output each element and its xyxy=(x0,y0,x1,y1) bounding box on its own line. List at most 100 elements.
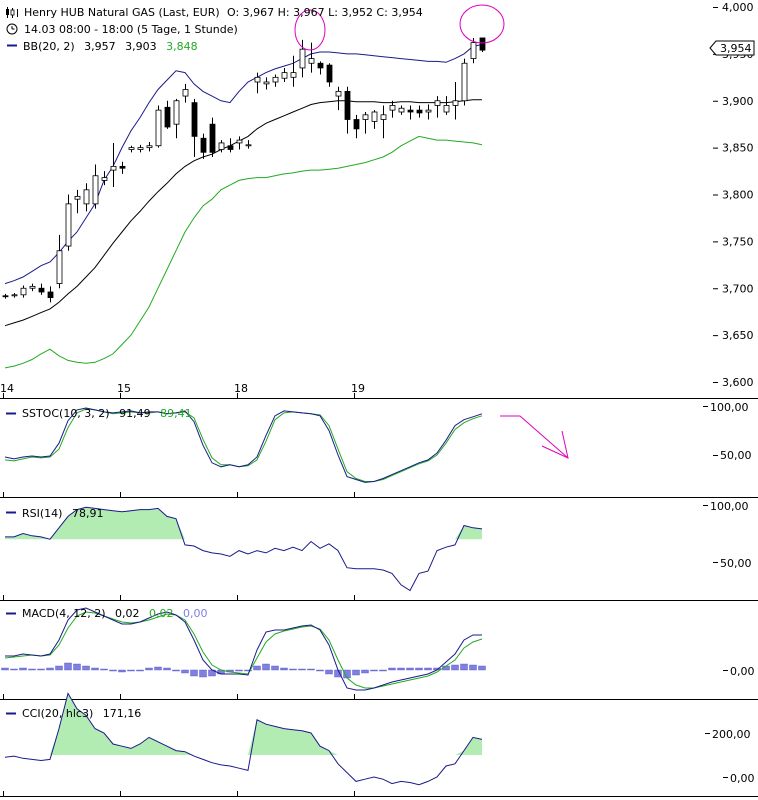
macd-hist-bar xyxy=(154,666,162,671)
price-tick-label: 3,800 xyxy=(722,189,754,202)
cci-tick-200: 200,00 xyxy=(712,728,751,741)
cci-fill xyxy=(5,693,482,755)
candle xyxy=(137,144,144,153)
macd-hist-bar xyxy=(181,669,189,674)
rsi-tick-100: 100,00 xyxy=(710,500,749,513)
bb-label: BB(20, 2) xyxy=(23,40,75,53)
macd-hist-bar xyxy=(163,667,171,671)
candle xyxy=(236,136,243,150)
candlesticks xyxy=(2,37,486,303)
candle xyxy=(11,292,18,298)
candle xyxy=(308,42,315,73)
macd-hist-bar xyxy=(19,667,27,671)
macd-hist-bar xyxy=(100,668,108,671)
macd-hist-bar xyxy=(118,669,126,673)
candle xyxy=(272,74,279,87)
price-tick-label: 3,750 xyxy=(722,235,754,248)
macd-hist-bar xyxy=(298,668,306,671)
macd-hist-bar xyxy=(415,667,423,671)
candle xyxy=(371,110,378,129)
macd-legend: MACD(4, 12, 2) 0,02 0,02 0,00 xyxy=(22,607,208,620)
macd-signal-line xyxy=(4,611,483,689)
macd-hist-bar xyxy=(307,668,315,671)
price-tick-label: 3,900 xyxy=(722,95,754,108)
macd-hist-bar xyxy=(64,662,72,671)
macd-hist-bar xyxy=(244,669,252,672)
macd-hist-bar xyxy=(352,669,360,676)
candle xyxy=(74,189,81,214)
bb-mid-line xyxy=(4,99,482,327)
rsi-value: 78,91 xyxy=(72,507,104,520)
last-price-tag: 3,954 xyxy=(709,40,755,56)
annotation-arrow xyxy=(500,415,569,459)
macd-hist-bar xyxy=(37,668,45,671)
candle xyxy=(146,142,153,152)
cci-line xyxy=(4,692,483,786)
candle xyxy=(398,105,405,115)
cci-tick-0: 0,00 xyxy=(730,772,755,785)
candle xyxy=(254,72,261,94)
macd-hist-bar xyxy=(370,669,378,672)
candle xyxy=(29,283,36,292)
candle xyxy=(2,293,9,299)
macd-hist-bar xyxy=(361,669,369,674)
candle xyxy=(92,164,99,209)
time-tick-label: 15 xyxy=(117,382,131,395)
cci-label: CCI(20, hlc3) xyxy=(22,707,93,720)
candle xyxy=(362,112,369,134)
bollinger-bands xyxy=(4,44,483,369)
macd-hist-bar xyxy=(253,665,261,671)
candle xyxy=(434,96,441,118)
candle xyxy=(38,283,45,295)
candle xyxy=(479,37,486,52)
last-price-value: 3,954 xyxy=(720,42,752,55)
candle xyxy=(110,142,117,187)
macd-hist-bar xyxy=(46,667,54,671)
price-tick-label: 3,600 xyxy=(722,376,754,389)
candle xyxy=(173,98,180,139)
macd-hist-bar xyxy=(397,667,405,671)
candle-icon xyxy=(6,7,18,18)
macd-hist-bar xyxy=(289,668,297,671)
macd-hist-bar xyxy=(28,668,36,671)
macd-hist-bar xyxy=(388,667,396,671)
candle xyxy=(443,96,450,115)
macd-hist-bar xyxy=(1,667,9,671)
candle xyxy=(281,67,288,82)
sstoc-value-1: 91,49 xyxy=(119,407,151,420)
macd-hist-bar xyxy=(145,667,153,671)
macd-lines xyxy=(1,607,486,691)
bb-mid: 3,957 xyxy=(84,40,116,53)
macd-hist-bar xyxy=(478,665,486,671)
candle xyxy=(407,105,414,120)
time-tick-label: 18 xyxy=(234,382,248,395)
macd-hist-bar xyxy=(271,665,279,671)
macd-hist-bar xyxy=(55,665,63,671)
time-axis: 14 15 18 19 xyxy=(0,382,365,796)
rsi-panel: RSI(14) 78,91 100,00 50,00 xyxy=(5,500,752,592)
annotation-ellipse-2 xyxy=(459,4,505,44)
macd-hist-bar xyxy=(280,667,288,671)
macd-hist-bar xyxy=(379,669,387,672)
candle xyxy=(263,77,270,90)
candle xyxy=(389,100,396,118)
candle xyxy=(83,183,90,212)
chart-header: Henry HUB Natural GAS (Last, EUR) O: 3,9… xyxy=(6,6,423,53)
macd-hist-bar xyxy=(451,664,459,671)
time-tick-label: 14 xyxy=(0,382,14,395)
macd-value-3: 0,00 xyxy=(183,607,208,620)
candle xyxy=(461,58,468,106)
candle xyxy=(353,114,360,139)
macd-hist-bar xyxy=(406,667,414,671)
price-axis: 4,0003,9503,9003,8503,8003,7503,7003,650… xyxy=(713,1,754,389)
clock-icon xyxy=(6,23,18,35)
rsi-overbought-fill xyxy=(5,507,482,540)
macd-hist-bar xyxy=(109,669,117,672)
candle xyxy=(20,285,27,298)
sstoc-tick-100: 100,00 xyxy=(710,401,749,414)
macd-hist-bar xyxy=(82,665,90,671)
candle xyxy=(326,63,333,87)
macd-panel: MACD(4, 12, 2) 0,02 0,02 0,00 0,00 xyxy=(1,607,755,691)
macd-hist-bar xyxy=(172,669,180,672)
